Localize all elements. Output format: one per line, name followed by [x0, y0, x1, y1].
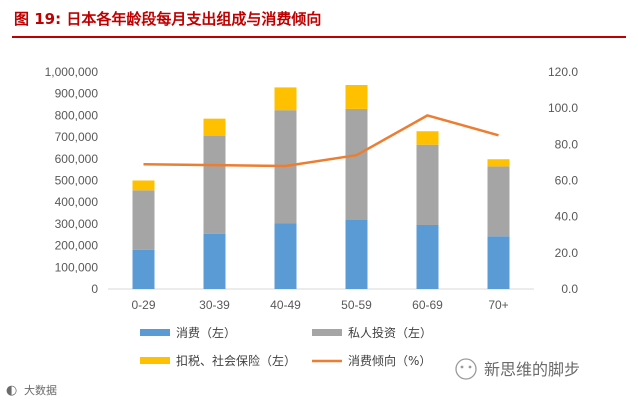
watermark-left: ◐ 大数据	[6, 383, 57, 398]
bar-tax-insurance	[132, 180, 155, 191]
bar-tax-insurance	[203, 118, 226, 137]
bar-tax-insurance	[487, 159, 510, 167]
category-tick-label: 40-49	[270, 298, 301, 312]
right-tick-label: 60.0	[555, 174, 579, 188]
right-tick-label: 20.0	[555, 246, 579, 260]
left-tick-label: 200,000	[55, 239, 99, 253]
legend-swatch-tax-insurance	[140, 357, 170, 364]
category-tick-label: 30-39	[199, 298, 230, 312]
left-tick-label: 700,000	[55, 130, 99, 144]
right-tick-label: 120.0	[548, 65, 578, 79]
legend-label-private-investment: 私人投资（左）	[348, 325, 432, 340]
bar-consumption	[416, 224, 439, 289]
bar-consumption	[132, 249, 155, 289]
wechat-icon-eye-left	[460, 365, 464, 369]
bar-tax-insurance	[416, 131, 439, 145]
left-tick-label: 0	[91, 282, 98, 296]
bar-private-investment	[132, 190, 155, 250]
watermark-text-left: 大数据	[24, 383, 57, 397]
figure-title: 图 19: 日本各年龄段每月支出组成与消费倾向	[14, 10, 322, 28]
bar-private-investment	[203, 136, 226, 234]
bar-private-investment	[487, 166, 510, 237]
category-tick-label: 60-69	[412, 298, 443, 312]
bar-consumption	[274, 223, 297, 289]
left-tick-label: 300,000	[55, 217, 99, 231]
left-tick-label: 800,000	[55, 108, 99, 122]
wechat-icon	[455, 358, 477, 380]
wechat-icon-eye-right	[468, 365, 472, 369]
bar-tax-insurance	[274, 87, 297, 111]
right-tick-label: 80.0	[555, 137, 579, 151]
legend-label-tax-insurance: 扣税、社会保险（左）	[176, 353, 296, 368]
watermark-right: 新思维的脚步	[455, 358, 580, 380]
left-tick-label: 900,000	[55, 87, 99, 101]
left-tick-label: 400,000	[55, 195, 99, 209]
left-tick-label: 600,000	[55, 152, 99, 166]
bar-consumption	[345, 219, 368, 289]
left-axis: 0 100,000 200,000 300,000 400,000 500,000 600,…	[45, 65, 99, 296]
bar-private-investment	[345, 108, 368, 220]
legend-label-propensity: 消费倾向（%）	[348, 353, 431, 368]
propensity-line	[143, 114, 499, 168]
legend-label-consumption: 消费（左）	[176, 325, 236, 340]
category-tick-label: 70+	[488, 298, 508, 312]
bar-consumption	[487, 236, 510, 289]
right-tick-label: 0.0	[561, 282, 578, 296]
category-tick-label: 0-29	[131, 298, 155, 312]
bar-series	[132, 85, 510, 289]
right-tick-label: 100.0	[548, 101, 578, 115]
left-tick-label: 100,000	[55, 260, 99, 274]
bar-private-investment	[416, 144, 439, 225]
category-tick-label: 50-59	[341, 298, 372, 312]
title-divider	[12, 36, 626, 38]
legend: 消费（左） 私人投资（左） 扣税、社会保险（左） 消费倾向（%）	[140, 325, 432, 368]
right-axis: 0.0 20.0 40.0 60.0 80.0 100.0 120.0	[548, 65, 578, 296]
right-tick-label: 40.0	[555, 210, 579, 224]
category-axis: 0-29 30-39 40-49 50-59 60-69 70+	[131, 298, 508, 312]
weibo-icon: ◐	[6, 383, 17, 398]
watermark-text-right: 新思维的脚步	[484, 360, 580, 379]
bar-consumption	[203, 233, 226, 289]
bar-tax-insurance	[345, 85, 368, 109]
propensity-line-series	[143, 114, 499, 168]
legend-swatch-consumption	[140, 329, 170, 336]
left-tick-label: 1,000,000	[45, 65, 99, 79]
left-tick-label: 500,000	[55, 174, 99, 188]
legend-swatch-private-investment	[312, 329, 342, 336]
